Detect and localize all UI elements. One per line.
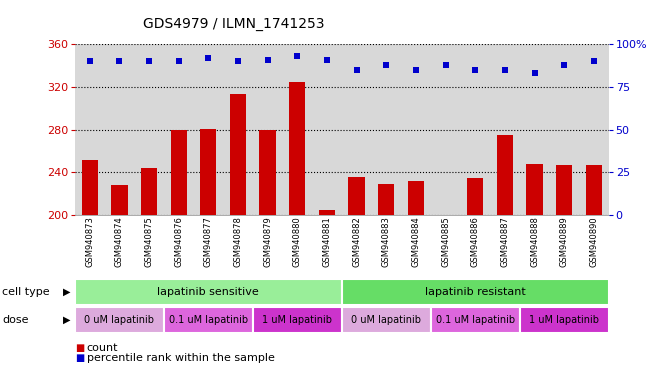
Text: ▶: ▶ [63, 287, 71, 297]
Point [440, 61, 450, 68]
Bar [586, 165, 602, 384]
Text: ■: ■ [75, 353, 84, 362]
Bar [230, 94, 246, 384]
Point [85, 58, 95, 64]
Bar [408, 181, 424, 384]
Text: lapatinib sensitive: lapatinib sensitive [158, 287, 259, 297]
Text: percentile rank within the sample: percentile rank within the sample [87, 353, 275, 362]
Point [144, 58, 154, 64]
Text: count: count [87, 343, 118, 353]
Text: cell type: cell type [2, 287, 49, 297]
Text: 0 uM lapatinib: 0 uM lapatinib [85, 315, 154, 325]
Text: GDS4979 / ILMN_1741253: GDS4979 / ILMN_1741253 [143, 17, 325, 31]
Text: lapatinib resistant: lapatinib resistant [425, 287, 525, 297]
Bar [289, 81, 305, 384]
Point [381, 61, 391, 68]
Point [322, 56, 332, 63]
Point [262, 56, 273, 63]
Text: dose: dose [2, 315, 29, 325]
Point [352, 67, 362, 73]
Point [203, 55, 214, 61]
Text: 0 uM lapatinib: 0 uM lapatinib [352, 315, 421, 325]
Bar [437, 217, 454, 384]
Text: ■: ■ [75, 343, 84, 353]
Bar [319, 210, 335, 384]
Point [233, 58, 243, 64]
Bar [200, 129, 217, 384]
Bar [260, 129, 276, 384]
Point [470, 67, 480, 73]
Bar [527, 164, 543, 384]
Bar [348, 177, 365, 384]
Text: 0.1 uM lapatinib: 0.1 uM lapatinib [436, 315, 515, 325]
Bar [378, 184, 395, 384]
Point [411, 67, 421, 73]
Bar [81, 159, 98, 384]
Point [114, 58, 124, 64]
Bar [111, 185, 128, 384]
Point [173, 58, 184, 64]
Text: 1 uM lapatinib: 1 uM lapatinib [262, 315, 332, 325]
Bar [497, 135, 513, 384]
Bar [467, 178, 484, 384]
Point [500, 67, 510, 73]
Text: 0.1 uM lapatinib: 0.1 uM lapatinib [169, 315, 248, 325]
Bar [141, 168, 157, 384]
Point [292, 53, 303, 59]
Bar [556, 165, 572, 384]
Point [559, 61, 570, 68]
Bar [171, 129, 187, 384]
Text: 1 uM lapatinib: 1 uM lapatinib [529, 315, 599, 325]
Text: ▶: ▶ [63, 315, 71, 325]
Point [589, 58, 599, 64]
Point [529, 70, 540, 76]
